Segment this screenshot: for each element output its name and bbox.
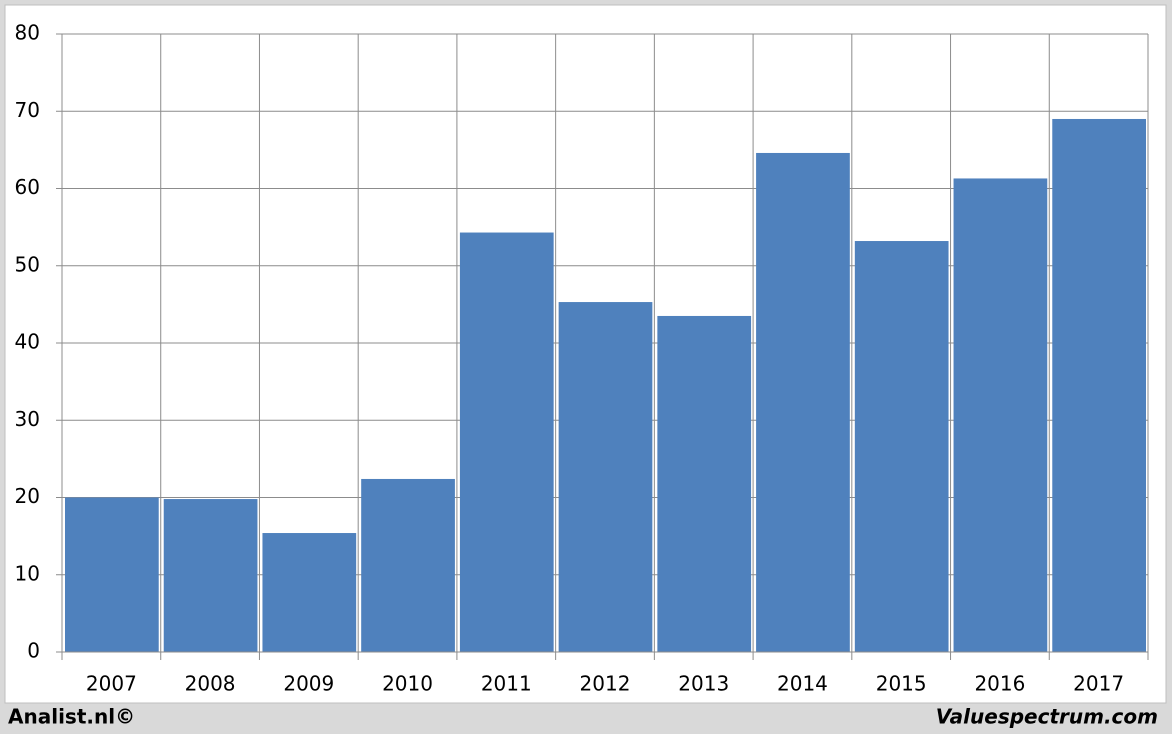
x-tick-label: 2010 bbox=[382, 672, 433, 696]
bar bbox=[262, 533, 357, 652]
footer-left: Analist.nl© bbox=[8, 705, 135, 729]
x-tick-label: 2008 bbox=[185, 672, 236, 696]
y-tick-label: 20 bbox=[15, 484, 40, 508]
x-tick-label: 2016 bbox=[974, 672, 1025, 696]
bar bbox=[953, 178, 1048, 652]
x-tick-label: 2012 bbox=[580, 672, 631, 696]
x-tick-label: 2011 bbox=[481, 672, 532, 696]
bar bbox=[1052, 118, 1146, 653]
x-tick-label: 2017 bbox=[1073, 672, 1124, 696]
bar bbox=[657, 315, 752, 652]
bar bbox=[854, 241, 949, 652]
y-tick-label: 40 bbox=[15, 330, 40, 354]
y-tick-label: 80 bbox=[15, 21, 40, 45]
y-tick-label: 60 bbox=[15, 175, 40, 199]
footer-right: Valuespectrum.com bbox=[936, 705, 1158, 729]
bar bbox=[163, 499, 258, 652]
x-tick-label: 2007 bbox=[86, 672, 137, 696]
bar bbox=[756, 152, 850, 652]
y-tick-label: 0 bbox=[27, 639, 40, 663]
bar bbox=[65, 497, 159, 652]
x-tick-label: 2009 bbox=[283, 672, 334, 696]
y-tick-label: 30 bbox=[15, 407, 40, 431]
x-tick-label: 2015 bbox=[876, 672, 927, 696]
y-tick-label: 50 bbox=[15, 252, 40, 276]
y-tick-label: 10 bbox=[15, 561, 40, 585]
x-tick-label: 2014 bbox=[777, 672, 828, 696]
bar bbox=[361, 478, 455, 652]
x-tick-label: 2013 bbox=[678, 672, 729, 696]
bar bbox=[459, 232, 554, 652]
bar bbox=[558, 302, 653, 652]
y-tick-label: 70 bbox=[15, 98, 40, 122]
